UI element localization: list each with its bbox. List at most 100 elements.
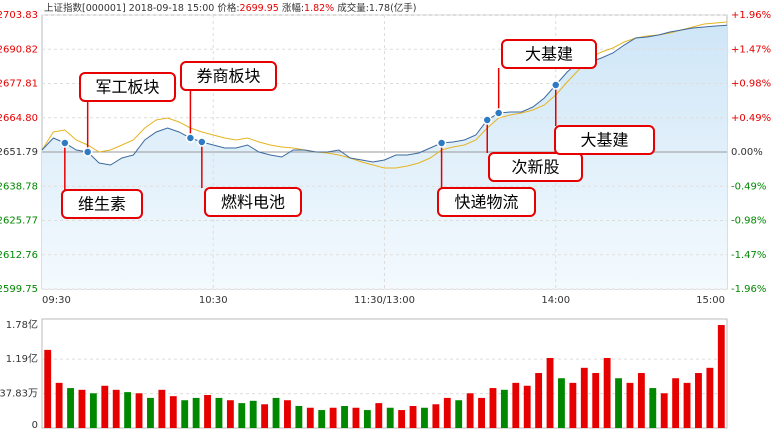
annotation-text: 燃料电池	[221, 193, 285, 212]
volume-bar	[535, 373, 543, 428]
volume-bar	[192, 397, 200, 428]
y-tick-label: 2612.76	[0, 250, 38, 261]
header-change: 1.82%	[304, 3, 334, 14]
annotation-box	[437, 187, 536, 217]
annotation-text: 大基建	[580, 131, 628, 150]
y2-tick-label: -0.49%	[731, 181, 766, 192]
annotation-point	[197, 137, 207, 147]
x-tick-label: 11:30/13:00	[354, 295, 415, 306]
annotation-box	[180, 61, 277, 91]
y-tick-label: 2625.77	[0, 216, 38, 227]
y-tick-label: 2664.80	[0, 113, 38, 124]
annotation-text: 券商板块	[196, 67, 260, 86]
annotation-point	[493, 108, 504, 118]
annotation-box	[61, 189, 143, 219]
y2-tick-label: -1.96%	[731, 284, 766, 295]
volume-bar	[124, 392, 132, 428]
volume-bar	[592, 373, 600, 428]
volume-bar	[637, 373, 645, 428]
y2-tick-label: 0.00%	[731, 147, 763, 158]
volume-bar	[683, 382, 691, 428]
volume-bar	[706, 367, 714, 428]
volume-tick-label: 1.19亿	[6, 352, 38, 365]
annotation-text: 次新股	[511, 158, 559, 177]
volume-bar	[558, 378, 565, 428]
y2-tick-label: +1.96%	[731, 10, 771, 21]
annotation-box	[554, 125, 655, 155]
volume-bar	[169, 396, 177, 428]
volume-bar	[386, 407, 394, 428]
volume-bar	[500, 389, 508, 428]
volume-bar	[226, 400, 234, 428]
volume-bar	[603, 357, 611, 428]
y-tick-label: 2703.83	[0, 10, 38, 21]
x-tick-label: 09:30	[42, 295, 71, 306]
volume-bar	[626, 382, 634, 428]
volume-bar	[466, 393, 474, 428]
volume-tick-label: 5937.83万	[0, 389, 38, 400]
volume-bar	[546, 357, 554, 428]
volume-bar	[272, 397, 280, 428]
volume-border	[41, 318, 728, 429]
y-tick-label: 2638.78	[0, 181, 38, 192]
volume-bar	[249, 400, 257, 428]
volume-bar	[672, 378, 680, 428]
volume-bar	[695, 373, 702, 428]
volume-bar	[569, 382, 577, 428]
annotation-box	[488, 152, 583, 182]
annotation-point	[436, 138, 447, 148]
annotation-text: 军工板块	[95, 78, 159, 97]
volume-bar	[112, 389, 120, 428]
header-prefix: 上证指数[000001] 2018-09-18 15:00 价格:	[44, 2, 240, 14]
volume-bar	[421, 407, 428, 428]
volume-tick-label: 1.78亿	[6, 318, 38, 331]
volume-bar	[375, 403, 383, 428]
volume-bar	[455, 400, 463, 428]
volume-bar	[238, 403, 246, 428]
volume-bar	[204, 395, 211, 428]
volume-bar	[44, 349, 52, 428]
annotation-text: 快递物流	[454, 193, 518, 212]
annotation-point	[185, 133, 196, 143]
volume-bar	[284, 400, 291, 428]
annotation-box	[204, 187, 302, 217]
annotation-point	[82, 147, 93, 157]
volume-bar	[512, 382, 520, 428]
annotation-point	[60, 138, 70, 148]
y-tick-label: 2599.75	[0, 284, 38, 295]
annotation-box	[79, 72, 176, 102]
volume-bar	[147, 397, 154, 428]
volume-bar	[363, 410, 371, 428]
volume-tick-label: 0	[32, 420, 38, 431]
volume-bar	[443, 397, 451, 428]
volume-bar	[580, 367, 588, 428]
volume-bar	[432, 404, 440, 428]
x-tick-label: 10:30	[199, 295, 228, 306]
x-tick-label: 14:00	[541, 295, 570, 306]
header-change-label: 涨幅:	[282, 2, 304, 14]
y2-tick-label: -0.98%	[731, 216, 766, 227]
y-tick-label: 2651.79	[0, 147, 38, 158]
volume-bar	[649, 388, 657, 428]
series-line	[41, 21, 728, 169]
annotation-text: 维生素	[78, 195, 126, 214]
header-volume: 成交量:1.78(亿手)	[337, 2, 416, 14]
annotation-point	[551, 80, 561, 90]
y-tick-label: 2677.81	[0, 79, 38, 90]
volume-bar	[329, 407, 337, 428]
volume-bar	[135, 393, 143, 428]
volume-bar	[55, 382, 63, 428]
y2-tick-label: +0.49%	[731, 113, 771, 124]
volume-bar	[306, 407, 314, 428]
header: 上证指数[000001] 2018-09-18 15:00 价格:2699.95…	[44, 2, 417, 14]
header-price: 2699.95	[240, 3, 279, 14]
volume-bar	[89, 393, 97, 428]
volume-bar	[409, 406, 417, 428]
y2-tick-label: -1.47%	[731, 250, 766, 261]
volume-bar	[398, 410, 406, 428]
volume-bar	[615, 378, 622, 428]
y2-tick-label: +0.98%	[731, 79, 771, 90]
volume-bar	[261, 404, 269, 428]
annotation-box	[501, 39, 597, 69]
volume-bar	[158, 389, 166, 428]
